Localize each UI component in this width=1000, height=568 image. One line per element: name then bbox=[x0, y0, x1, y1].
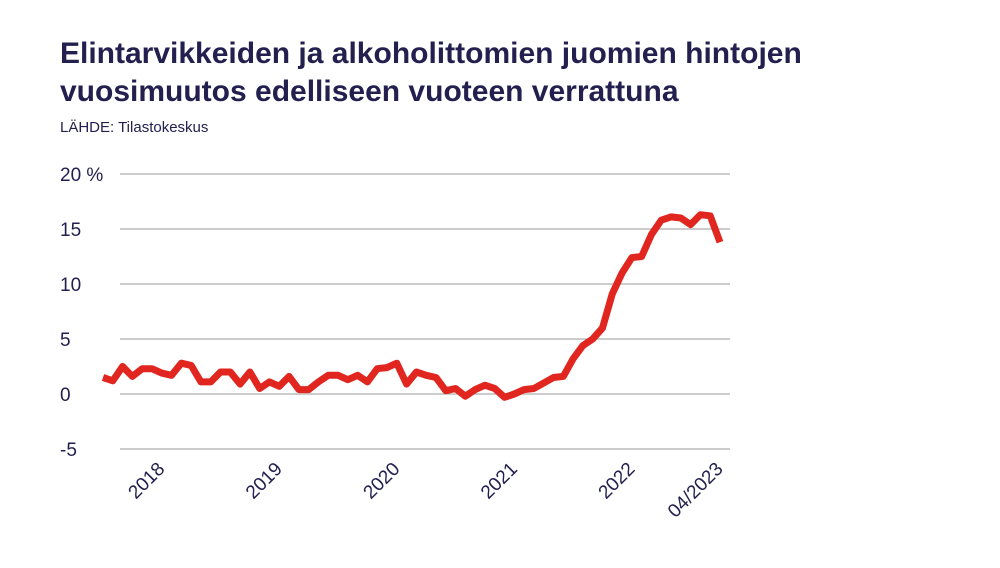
data-line bbox=[101, 211, 724, 401]
source: LÄHDE: Tilastokeskus bbox=[60, 119, 208, 136]
y-tick-label: 5 bbox=[60, 330, 71, 351]
x-tick-label: 2021 bbox=[477, 459, 522, 504]
y-tick-label: 15 bbox=[60, 220, 81, 241]
y-tick-label: -5 bbox=[60, 440, 77, 461]
chart-title: Elintarvikkeiden ja alkoholittomien juom… bbox=[60, 37, 802, 70]
y-tick-label: 20 % bbox=[60, 165, 103, 186]
y-tick-label: 10 bbox=[60, 275, 81, 296]
x-tick-label: 2018 bbox=[125, 459, 170, 504]
chart-title: vuosimuutos edelliseen vuoteen verrattun… bbox=[60, 75, 679, 108]
y-tick-label: 0 bbox=[60, 385, 71, 406]
x-tick-label: 2020 bbox=[360, 459, 405, 504]
x-tick-label: 2022 bbox=[595, 459, 640, 504]
x-tick-label: 04/2023 bbox=[664, 459, 727, 522]
x-tick-label: 2019 bbox=[242, 459, 287, 504]
